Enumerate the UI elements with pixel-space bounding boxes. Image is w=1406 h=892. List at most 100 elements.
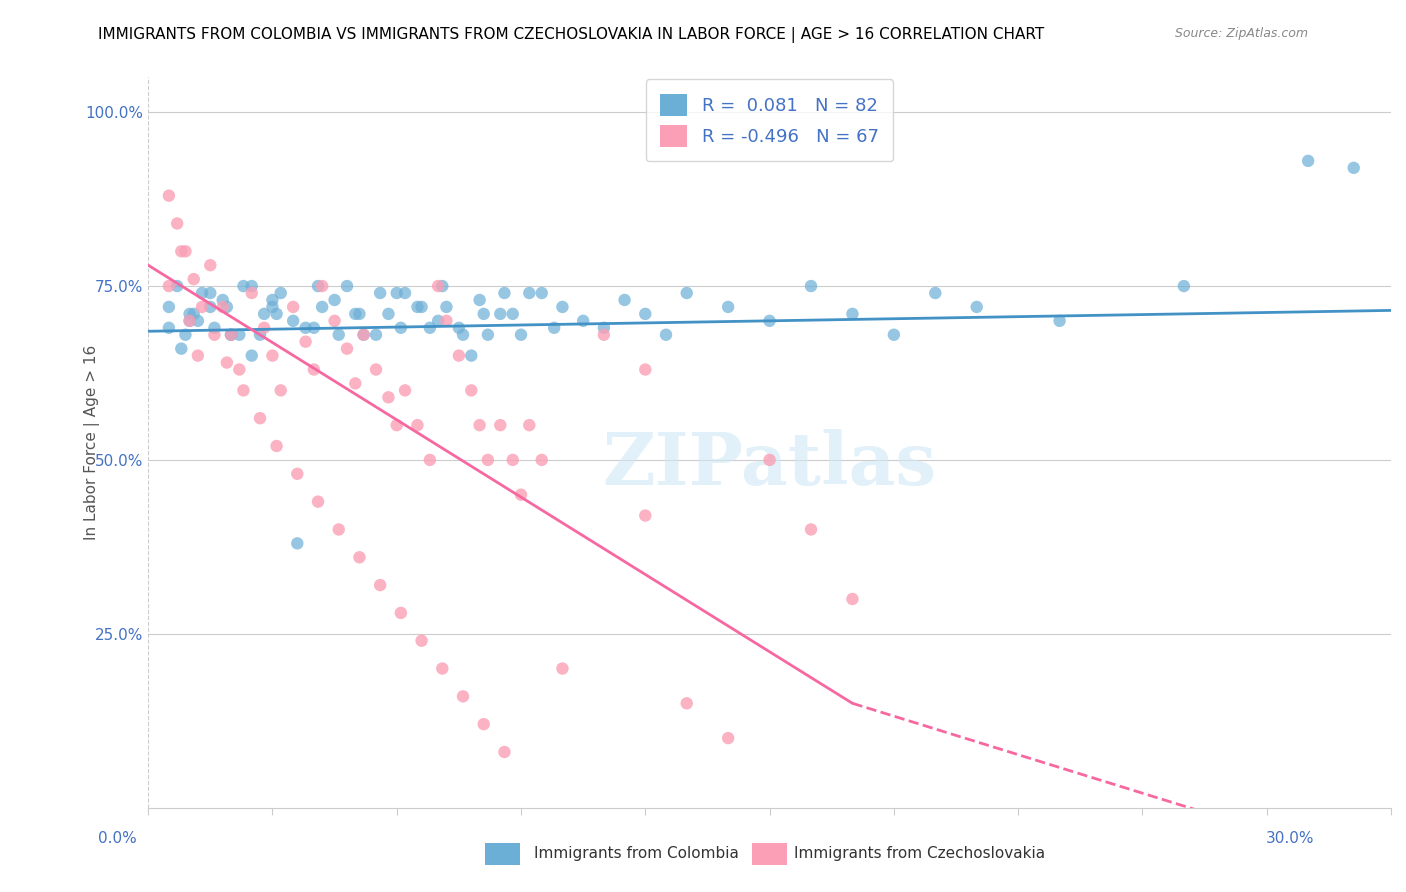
Point: [468, 293, 491, 307]
Point: [592, 327, 614, 342]
Point: [364, 327, 387, 342]
Point: [228, 362, 250, 376]
Point: [758, 314, 780, 328]
Point: [240, 349, 263, 363]
Point: [494, 745, 516, 759]
Point: [551, 661, 574, 675]
Point: [572, 314, 595, 328]
Point: [240, 285, 263, 300]
Point: [166, 217, 188, 231]
Point: [883, 327, 905, 342]
Point: [592, 320, 614, 334]
Point: [427, 279, 450, 293]
Point: [157, 300, 180, 314]
Point: [166, 279, 188, 293]
Point: [494, 285, 516, 300]
Point: [183, 272, 205, 286]
Point: [200, 285, 222, 300]
Point: [841, 307, 863, 321]
Point: [460, 384, 482, 398]
Point: [187, 349, 209, 363]
Point: [717, 731, 740, 745]
Text: ZIPatlas: ZIPatlas: [603, 429, 936, 500]
Point: [157, 320, 180, 334]
Point: [419, 453, 441, 467]
Point: [249, 327, 271, 342]
Point: [183, 307, 205, 321]
Point: [1173, 279, 1195, 293]
Point: [406, 418, 429, 433]
Point: [270, 285, 292, 300]
Point: [389, 606, 412, 620]
Point: [302, 320, 325, 334]
Point: [270, 384, 292, 398]
Point: [170, 244, 193, 259]
Point: [253, 307, 276, 321]
Point: [262, 300, 284, 314]
Point: [328, 523, 350, 537]
Point: [368, 578, 391, 592]
Text: 0.0%: 0.0%: [98, 831, 138, 846]
Point: [215, 355, 238, 369]
Point: [294, 320, 316, 334]
Point: [179, 314, 201, 328]
Point: [411, 633, 433, 648]
Point: [307, 494, 329, 508]
Point: [800, 279, 823, 293]
Point: [634, 307, 657, 321]
Point: [451, 690, 474, 704]
Point: [477, 327, 499, 342]
Point: [468, 418, 491, 433]
Point: [211, 293, 233, 307]
Point: [634, 362, 657, 376]
Point: [353, 327, 375, 342]
Point: [336, 342, 359, 356]
Point: [389, 320, 412, 334]
Point: [551, 300, 574, 314]
Text: 30.0%: 30.0%: [1267, 831, 1315, 846]
Point: [170, 342, 193, 356]
Point: [385, 418, 408, 433]
Point: [1049, 314, 1071, 328]
Point: [717, 300, 740, 314]
Point: [489, 307, 512, 321]
Point: [675, 696, 697, 710]
Point: [157, 188, 180, 202]
Point: [368, 285, 391, 300]
Point: [232, 279, 254, 293]
Point: [191, 285, 214, 300]
Point: [349, 307, 371, 321]
Point: [613, 293, 636, 307]
Legend: R =  0.081   N = 82, R = -0.496   N = 67: R = 0.081 N = 82, R = -0.496 N = 67: [645, 79, 893, 161]
Point: [502, 453, 524, 467]
Point: [211, 300, 233, 314]
Point: [204, 320, 226, 334]
Point: [174, 244, 197, 259]
Point: [758, 453, 780, 467]
Point: [253, 320, 276, 334]
Text: In Labor Force | Age > 16: In Labor Force | Age > 16: [84, 345, 100, 541]
Point: [419, 320, 441, 334]
Point: [187, 314, 209, 328]
Point: [517, 418, 540, 433]
Point: [157, 279, 180, 293]
Point: [634, 508, 657, 523]
Point: [311, 300, 333, 314]
Point: [447, 320, 470, 334]
Point: [191, 300, 214, 314]
Point: [377, 390, 399, 404]
Point: [240, 279, 263, 293]
Point: [249, 411, 271, 425]
Point: [472, 307, 495, 321]
Point: [530, 453, 553, 467]
Point: [385, 285, 408, 300]
Point: [294, 334, 316, 349]
Point: [406, 300, 429, 314]
Point: [436, 300, 458, 314]
Point: [1343, 161, 1365, 175]
Point: [232, 384, 254, 398]
Point: [307, 279, 329, 293]
Point: [200, 258, 222, 272]
Point: [179, 307, 201, 321]
Point: [364, 362, 387, 376]
